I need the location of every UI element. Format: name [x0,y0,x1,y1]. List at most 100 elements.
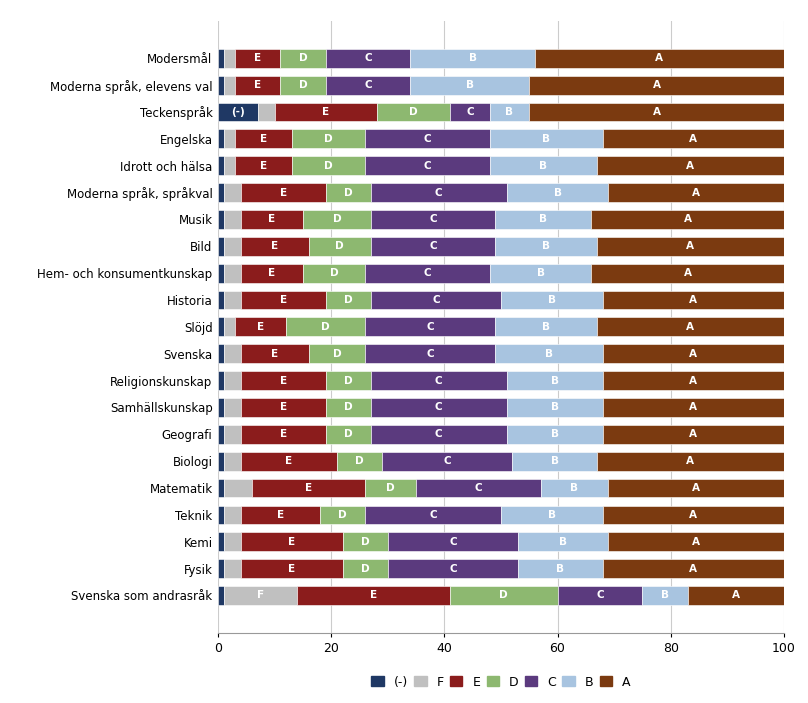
Bar [371,398,507,417]
Text: B: B [542,241,550,251]
Bar [371,290,501,309]
Text: A: A [687,322,694,332]
Bar [416,479,541,498]
Bar [218,505,224,524]
Bar [241,560,343,578]
Bar [365,344,495,363]
Text: D: D [322,322,330,332]
Bar [224,398,241,417]
Bar [218,425,224,444]
Text: A: A [692,483,700,493]
Bar [371,425,507,444]
Bar [326,371,371,390]
Text: A: A [689,349,697,359]
Text: D: D [386,483,395,493]
Bar [371,210,495,229]
Bar [292,156,365,175]
Bar [275,103,377,122]
Bar [450,103,490,122]
Bar [218,76,224,94]
Text: C: C [423,161,431,171]
Bar [224,49,235,67]
Text: A: A [689,403,697,413]
Text: A: A [687,456,694,466]
Text: A: A [692,537,700,547]
Text: B: B [559,537,567,547]
Bar [597,237,784,256]
Bar [343,532,388,551]
Text: B: B [551,430,558,439]
Text: C: C [423,134,431,144]
Text: C: C [474,483,482,493]
Bar [224,290,241,309]
Text: A: A [684,268,692,278]
Text: B: B [540,161,547,171]
Bar [591,210,784,229]
Bar [258,103,275,122]
Bar [241,532,343,551]
Bar [224,183,241,202]
Text: E: E [277,510,284,520]
Text: E: E [271,349,278,359]
Bar [303,210,371,229]
Text: D: D [344,375,352,386]
Bar [365,129,490,148]
Bar [309,344,365,363]
Bar [603,129,784,148]
Bar [224,371,241,390]
Bar [507,371,603,390]
Bar [218,210,224,229]
Bar [224,210,241,229]
Bar [688,586,784,605]
Bar [224,452,241,470]
Bar [218,398,224,417]
Bar [337,452,382,470]
Bar [490,264,591,283]
Text: A: A [653,107,660,117]
Bar [224,76,235,94]
Bar [541,479,608,498]
Bar [490,129,603,148]
Bar [241,344,309,363]
Bar [218,290,224,309]
Text: A: A [689,375,697,386]
Bar [326,76,410,94]
Bar [518,560,603,578]
Text: D: D [344,430,352,439]
Bar [326,49,410,67]
Bar [495,237,597,256]
Bar [603,344,784,363]
Bar [501,505,603,524]
Bar [388,560,518,578]
Bar [224,586,297,605]
Text: D: D [335,241,344,251]
Bar [235,49,280,67]
Bar [224,560,241,578]
Text: E: E [260,134,267,144]
Bar [507,183,608,202]
Bar [603,371,784,390]
Text: E: E [260,161,267,171]
Bar [241,452,337,470]
Bar [235,318,286,336]
Text: B: B [537,268,545,278]
Text: E: E [280,188,287,198]
Bar [326,398,371,417]
Bar [292,129,365,148]
Bar [224,264,241,283]
Bar [218,318,224,336]
Text: E: E [255,53,261,63]
Text: E: E [280,403,287,413]
Bar [608,183,784,202]
Legend: (-), F, E, D, C, B, A: (-), F, E, D, C, B, A [366,671,636,694]
Text: E: E [280,430,287,439]
Text: A: A [653,80,660,90]
Bar [597,452,784,470]
Bar [410,76,529,94]
Bar [326,183,371,202]
Text: A: A [684,214,692,224]
Bar [224,318,235,336]
Bar [297,586,450,605]
Text: C: C [429,214,437,224]
Bar [241,371,326,390]
